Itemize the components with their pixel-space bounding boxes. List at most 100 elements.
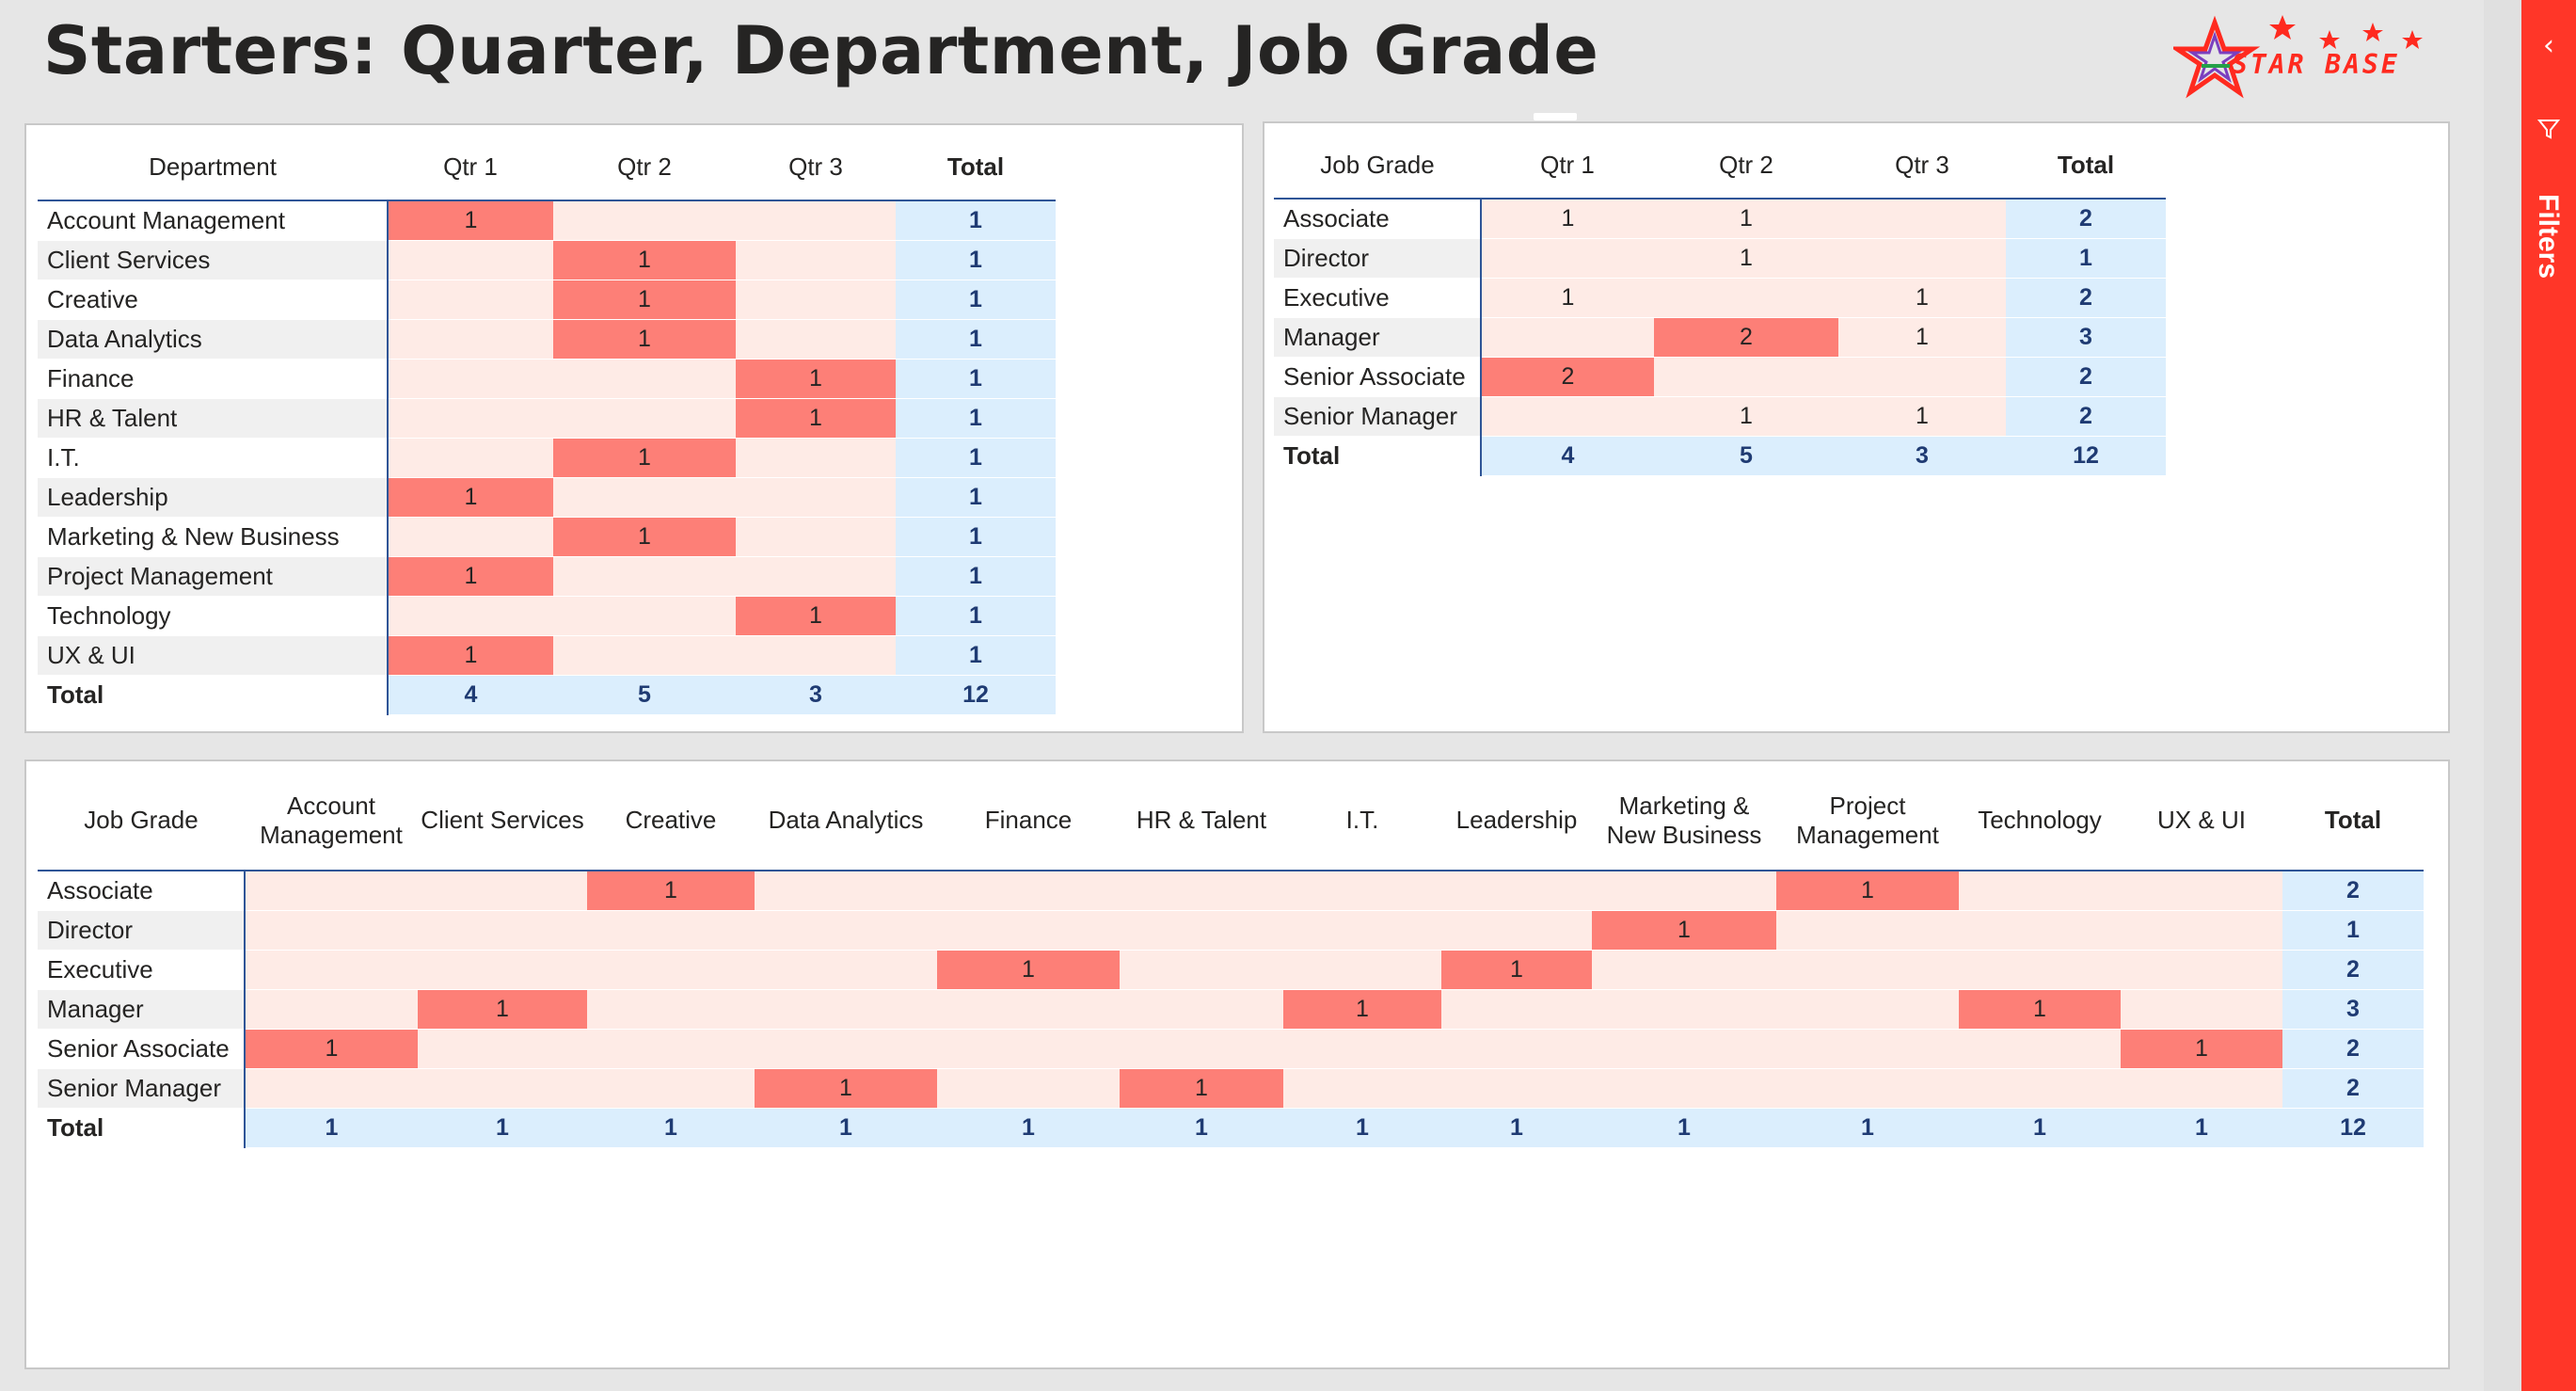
matrix-cell[interactable] — [736, 240, 896, 280]
column-header[interactable]: Account Management — [245, 771, 418, 871]
matrix-cell[interactable]: 1 — [1838, 396, 2006, 437]
row-total-cell[interactable]: 2 — [2006, 199, 2166, 239]
matrix-cell[interactable] — [937, 1068, 1120, 1109]
column-total-cell[interactable]: 1 — [937, 1108, 1120, 1148]
row-total-cell[interactable]: 2 — [2282, 950, 2424, 990]
column-total-cell[interactable]: 4 — [388, 675, 553, 715]
row-label[interactable]: Total — [38, 1108, 246, 1148]
matrix-cell[interactable] — [388, 319, 553, 360]
matrix-cell[interactable] — [388, 240, 553, 280]
matrix-cell[interactable] — [755, 989, 937, 1030]
matrix-cell[interactable]: 1 — [245, 1029, 418, 1069]
column-header[interactable]: Leadership — [1441, 771, 1592, 871]
matrix-cell[interactable] — [1959, 1029, 2121, 1069]
matrix-cell[interactable] — [418, 1029, 587, 1069]
matrix-cell[interactable]: 1 — [1120, 1068, 1283, 1109]
matrix-cell[interactable] — [1481, 317, 1654, 358]
matrix-cell[interactable]: 1 — [553, 280, 736, 320]
matrix-cell[interactable] — [553, 596, 736, 636]
column-header[interactable]: Qtr 2 — [553, 135, 736, 201]
matrix-cell[interactable] — [2121, 950, 2282, 990]
column-total-cell[interactable]: 5 — [553, 675, 736, 715]
matrix-cell[interactable] — [418, 910, 587, 951]
matrix-cell[interactable] — [245, 871, 418, 911]
matrix-cell[interactable] — [1283, 1068, 1441, 1109]
matrix-cell[interactable] — [553, 398, 736, 439]
department-quarter-matrix-panel[interactable]: Department Qtr 1 Qtr 2 Qtr 3 Total Account M… — [24, 123, 1244, 733]
matrix-cell[interactable] — [388, 359, 553, 399]
row-total-cell[interactable]: 2 — [2006, 278, 2166, 318]
matrix-cell[interactable] — [388, 596, 553, 636]
matrix-cell[interactable] — [937, 1029, 1120, 1069]
row-label[interactable]: Senior Manager — [1274, 396, 1482, 437]
matrix-cell[interactable]: 1 — [388, 477, 553, 518]
row-label[interactable]: HR & Talent — [38, 398, 389, 439]
matrix-cell[interactable]: 1 — [553, 517, 736, 557]
matrix-cell[interactable] — [1120, 989, 1283, 1030]
matrix-cell[interactable] — [587, 910, 755, 951]
collapse-filters-chevron-icon[interactable]: ‹ — [2543, 29, 2554, 62]
matrix-cell[interactable] — [736, 635, 896, 676]
matrix-cell[interactable] — [553, 635, 736, 676]
matrix-cell[interactable] — [755, 950, 937, 990]
matrix-cell[interactable] — [736, 517, 896, 557]
column-total-cell[interactable]: 5 — [1654, 436, 1838, 476]
matrix-cell[interactable]: 1 — [1654, 199, 1838, 239]
row-label[interactable]: Marketing & New Business — [38, 517, 389, 557]
row-label[interactable]: Senior Manager — [38, 1068, 246, 1109]
row-total-cell[interactable]: 1 — [896, 596, 1056, 636]
matrix-cell[interactable] — [736, 280, 896, 320]
row-label[interactable]: Director — [1274, 238, 1482, 279]
matrix-cell[interactable] — [755, 871, 937, 911]
matrix-cell[interactable]: 1 — [1441, 950, 1592, 990]
matrix-cell[interactable] — [736, 556, 896, 597]
row-total-cell[interactable]: 1 — [896, 200, 1056, 241]
row-label[interactable]: Senior Associate — [38, 1029, 246, 1069]
matrix-cell[interactable] — [553, 200, 736, 241]
column-total-cell[interactable]: 3 — [1838, 436, 2006, 476]
column-header[interactable]: Qtr 1 — [388, 135, 553, 201]
matrix-cell[interactable] — [587, 1029, 755, 1069]
column-total-cell[interactable]: 1 — [1959, 1108, 2121, 1148]
matrix-cell[interactable] — [245, 989, 418, 1030]
matrix-cell[interactable] — [937, 871, 1120, 911]
matrix-cell[interactable] — [1120, 910, 1283, 951]
column-total-cell[interactable]: 1 — [1776, 1108, 1959, 1148]
matrix-cell[interactable]: 1 — [553, 438, 736, 478]
matrix-cell[interactable] — [553, 359, 736, 399]
column-header[interactable]: Qtr 1 — [1481, 133, 1654, 200]
matrix-cell[interactable] — [1481, 238, 1654, 279]
row-label[interactable]: Senior Associate — [1274, 357, 1482, 397]
row-total-cell[interactable]: 1 — [896, 635, 1056, 676]
matrix-cell[interactable]: 1 — [736, 359, 896, 399]
matrix-cell[interactable]: 1 — [1654, 396, 1838, 437]
matrix-cell[interactable] — [2121, 989, 2282, 1030]
row-label[interactable]: Director — [38, 910, 246, 951]
matrix-cell[interactable] — [1592, 950, 1776, 990]
matrix-cell[interactable] — [418, 950, 587, 990]
matrix-cell[interactable]: 1 — [1838, 317, 2006, 358]
row-label[interactable]: Client Services — [38, 240, 389, 280]
matrix-cell[interactable] — [418, 871, 587, 911]
row-label[interactable]: Associate — [38, 871, 246, 911]
row-total-cell[interactable]: 1 — [2282, 910, 2424, 951]
matrix-cell[interactable] — [1592, 1029, 1776, 1069]
column-total-cell[interactable]: 1 — [1592, 1108, 1776, 1148]
row-label[interactable]: Total — [38, 675, 389, 715]
row-label[interactable]: Executive — [38, 950, 246, 990]
column-header[interactable]: Technology — [1959, 771, 2121, 871]
column-header[interactable]: HR & Talent — [1120, 771, 1283, 871]
column-total-cell[interactable]: 1 — [1120, 1108, 1283, 1148]
total-column-header[interactable]: Total — [2282, 771, 2424, 871]
column-total-cell[interactable]: 3 — [736, 675, 896, 715]
matrix-cell[interactable] — [1592, 871, 1776, 911]
row-total-cell[interactable]: 2 — [2006, 357, 2166, 397]
matrix-cell[interactable] — [1776, 1029, 1959, 1069]
filter-funnel-icon[interactable] — [2536, 117, 2561, 141]
matrix-cell[interactable] — [1959, 910, 2121, 951]
column-header[interactable]: Qtr 3 — [736, 135, 896, 201]
matrix-cell[interactable] — [736, 438, 896, 478]
column-header[interactable]: Data Analytics — [755, 771, 937, 871]
grand-total-cell[interactable]: 12 — [896, 675, 1056, 715]
column-total-cell[interactable]: 4 — [1481, 436, 1654, 476]
